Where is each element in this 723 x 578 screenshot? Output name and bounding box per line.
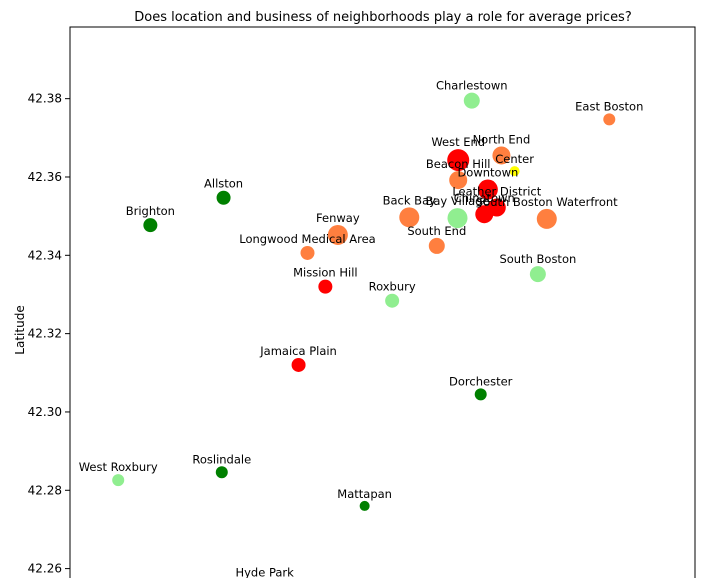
data-label: Mission Hill [293, 266, 358, 280]
data-point [449, 171, 468, 190]
data-point [359, 500, 370, 511]
data-point [327, 224, 348, 245]
data-label: Jamaica Plain [259, 344, 337, 358]
data-label: South Boston [499, 252, 576, 266]
y-tick-label: 42.38 [28, 92, 62, 106]
data-point [300, 245, 315, 260]
y-tick-label: 42.30 [28, 405, 62, 419]
y-axis-ticks: 42.26 42.28 42.30 42.32 42.34 42.36 42.38 [28, 92, 70, 576]
data-label: North End [473, 132, 531, 146]
data-point [447, 208, 468, 229]
data-point [112, 474, 125, 487]
data-point [492, 146, 511, 165]
data-label: West Roxbury [79, 460, 158, 474]
data-label: Back Bay [383, 193, 437, 207]
data-label: Roslindale [192, 452, 251, 466]
plot-area [69, 26, 696, 578]
data-label: Longwood Medical Area [239, 232, 375, 246]
data-label: Brighton [126, 204, 175, 218]
data-label: Center [495, 152, 534, 166]
data-point [318, 279, 333, 294]
data-label: West End [431, 135, 485, 149]
data-point [603, 113, 616, 126]
data-label: Charlestown [436, 79, 508, 93]
data-point [216, 190, 231, 205]
y-tick-label: 42.36 [28, 170, 62, 184]
data-point [477, 179, 498, 200]
data-label: Mattapan [337, 487, 392, 501]
data-label: Leather District [452, 185, 541, 199]
data-point [291, 357, 306, 372]
data-point [447, 149, 470, 172]
data-label: Fenway [316, 211, 360, 225]
data-label: South End [407, 224, 466, 238]
data-point [463, 92, 480, 109]
data-label: Roxbury [369, 280, 416, 294]
data-point [399, 207, 420, 228]
data-label: Downtown [457, 166, 518, 180]
data-label: East Boston [575, 99, 643, 113]
data-point [474, 388, 487, 401]
y-tick-label: 42.32 [28, 327, 62, 341]
data-point [385, 293, 400, 308]
y-tick-label: 42.26 [28, 562, 62, 576]
data-point [536, 208, 557, 229]
data-label: South Boston Waterfront [476, 195, 618, 209]
data-label: Beacon Hill [426, 157, 491, 171]
y-axis-label: Latitude [13, 305, 27, 354]
data-point [509, 166, 520, 177]
data-point [529, 266, 546, 283]
data-point [215, 466, 228, 479]
chart-title: Does location and business of neighborho… [134, 10, 632, 25]
y-tick-label: 42.28 [28, 483, 62, 497]
data-point [143, 218, 158, 233]
data-label: Hyde Park [235, 565, 294, 578]
data-label: Bay Village [425, 194, 489, 208]
y-tick-label: 42.34 [28, 248, 62, 262]
data-label: Allston [204, 177, 243, 191]
data-point [428, 237, 445, 254]
data-label: Chinatown [454, 191, 515, 205]
data-point [475, 205, 494, 224]
data-points [112, 92, 616, 511]
data-label: Dorchester [449, 374, 513, 388]
